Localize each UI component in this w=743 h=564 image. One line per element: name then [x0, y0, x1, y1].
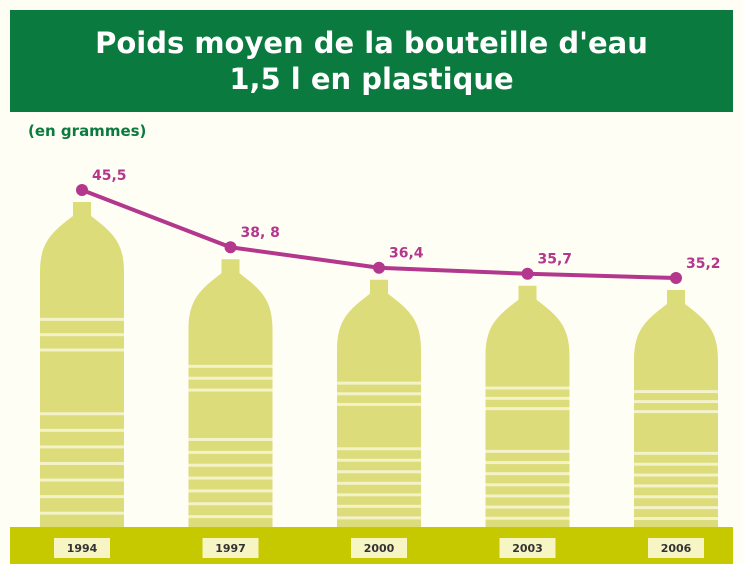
bottle-stripe: [485, 494, 570, 498]
bottle-stripe: [485, 407, 570, 411]
bottle-stripe: [40, 445, 124, 449]
x-label-box: [648, 538, 704, 558]
unit-label: (en grammes): [28, 122, 147, 140]
bottle-stripe: [188, 376, 273, 380]
bottle-stripe: [337, 504, 421, 508]
bottle-stripe: [337, 402, 421, 406]
bottle-stripe: [40, 412, 124, 416]
bottle-stripe: [485, 386, 570, 390]
bottle-stripe: [337, 470, 421, 474]
bottle-stripe: [188, 438, 273, 442]
bottle-stripe: [634, 390, 718, 394]
bottle-stripe: [188, 463, 273, 467]
bottle-stripe: [337, 392, 421, 396]
value-label: 36,4: [389, 246, 424, 262]
x-label-box: [54, 538, 110, 558]
bottle-stripe: [337, 458, 421, 462]
value-label: 45,5: [92, 168, 127, 184]
bottle-stripe: [485, 461, 570, 465]
x-label-box: [499, 538, 556, 558]
value-label: 35,7: [538, 252, 573, 268]
bottle-stripe: [188, 364, 273, 368]
bottle-stripe: [634, 400, 718, 404]
bottle-stripe: [485, 516, 570, 520]
bottle-body: [188, 259, 273, 527]
bottle-stripe: [337, 447, 421, 451]
bottle-stripe: [337, 481, 421, 485]
bottle-stripe: [188, 450, 273, 454]
chart-title: Poids moyen de la bouteille d'eau 1,5 l …: [10, 10, 733, 112]
bottle-stripe: [40, 478, 124, 482]
x-label-box: [202, 538, 259, 558]
value-label: 35,2: [686, 256, 721, 272]
bottle-stripe: [40, 495, 124, 499]
bottle-stripe: [40, 333, 124, 337]
x-tick-label: 1997: [215, 542, 246, 555]
bottle-stripe: [40, 317, 124, 321]
bottle: [634, 290, 718, 527]
x-label-box: [351, 538, 407, 558]
bottle: [337, 279, 421, 527]
bottle-stripe: [40, 428, 124, 432]
bottle-stripe: [634, 516, 718, 520]
bottle-body: [485, 285, 570, 527]
point: [224, 241, 237, 254]
bottle-stripe: [40, 348, 124, 352]
point: [521, 267, 534, 280]
bottle-stripe: [485, 472, 570, 476]
bottle-stripe: [40, 461, 124, 465]
point: [76, 184, 88, 196]
bottle-stripe: [485, 505, 570, 509]
bottle-stripe: [485, 449, 570, 453]
bottle-stripe: [337, 493, 421, 497]
bottle-stripe: [337, 381, 421, 385]
bottle: [40, 202, 124, 527]
bottle: [485, 285, 570, 527]
bottle-body: [40, 202, 124, 527]
bottle-stripe: [40, 511, 124, 515]
bottle-stripe: [634, 473, 718, 477]
bottle-stripe: [634, 410, 718, 414]
bottle-stripe: [634, 462, 718, 466]
bottle-stripe: [188, 476, 273, 480]
bottle-stripe: [634, 495, 718, 499]
value-label: 38, 8: [241, 225, 280, 241]
x-tick-label: 2003: [512, 542, 543, 555]
bottle-stripe: [188, 515, 273, 519]
bottle: [188, 259, 273, 527]
bottle-stripe: [634, 451, 718, 455]
bottle-stripe: [188, 388, 273, 392]
x-tick-label: 2000: [364, 542, 395, 555]
bottle-stripe: [337, 516, 421, 520]
x-tick-label: 1994: [67, 542, 98, 555]
bottle-stripe: [485, 483, 570, 487]
point: [373, 261, 385, 274]
bottle-stripe: [634, 506, 718, 510]
x-tick-label: 2006: [661, 542, 692, 555]
bottle-stripe: [634, 484, 718, 488]
bottle-stripe: [485, 396, 570, 400]
bottle-stripe: [188, 502, 273, 506]
point: [670, 272, 682, 284]
bottle-stripe: [188, 489, 273, 493]
bottle-body: [634, 290, 718, 527]
